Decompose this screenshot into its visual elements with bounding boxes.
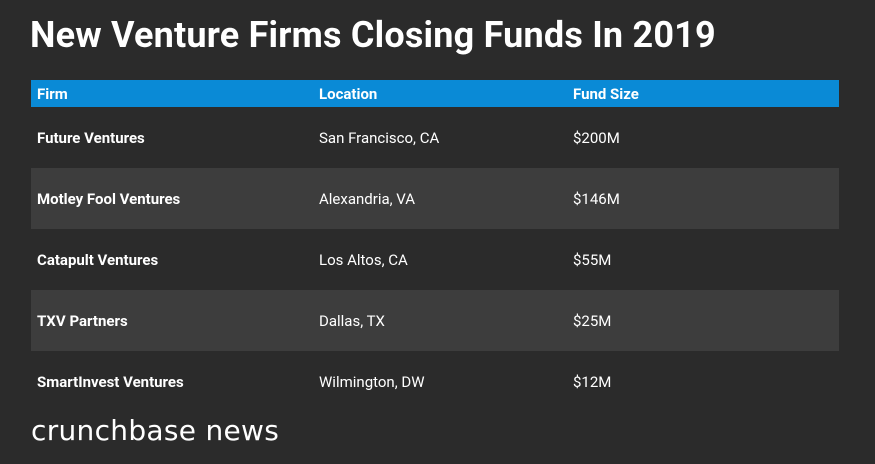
table-cell: $25M [573, 311, 612, 330]
column-header: Firm [37, 84, 68, 103]
table-cell: Catapult Ventures [37, 250, 159, 269]
title: New Venture Firms Closing Funds In 2019 [30, 14, 716, 56]
brand-logo: crunchbase news [31, 414, 280, 447]
table-cell: $55M [573, 250, 612, 269]
table-cell: Motley Fool Ventures [37, 189, 181, 208]
table-row: Catapult Ventures Los Altos, CA $55M [31, 229, 839, 290]
table-header: Firm Location Fund Size [31, 80, 839, 107]
table-cell: San Francisco, CA [319, 128, 440, 147]
table-cell: Alexandria, VA [319, 189, 416, 208]
table-cell: Wilmington, DW [319, 372, 425, 391]
table-cell: SmartInvest Ventures [37, 372, 184, 391]
table-cell: $146M [573, 189, 620, 208]
table-cell: Los Altos, CA [319, 250, 408, 269]
table: Firm Location Fund Size Future Ventures San … [31, 80, 839, 412]
table-cell: Dallas, TX [319, 311, 385, 330]
table-row: Future Ventures San Francisco, CA $200M [31, 107, 839, 168]
table-cell: Future Ventures [37, 128, 145, 147]
column-header: Fund Size [573, 84, 639, 103]
table-row: SmartInvest Ventures Wilmington, DW $12M [31, 351, 839, 412]
table-row: TXV Partners Dallas, TX $25M [31, 290, 839, 351]
table-row: Motley Fool Ventures Alexandria, VA $146M [31, 168, 839, 229]
column-header: Location [319, 84, 378, 103]
table-cell: $12M [573, 372, 612, 391]
table-cell: TXV Partners [37, 311, 128, 330]
table-cell: $200M [573, 128, 620, 147]
